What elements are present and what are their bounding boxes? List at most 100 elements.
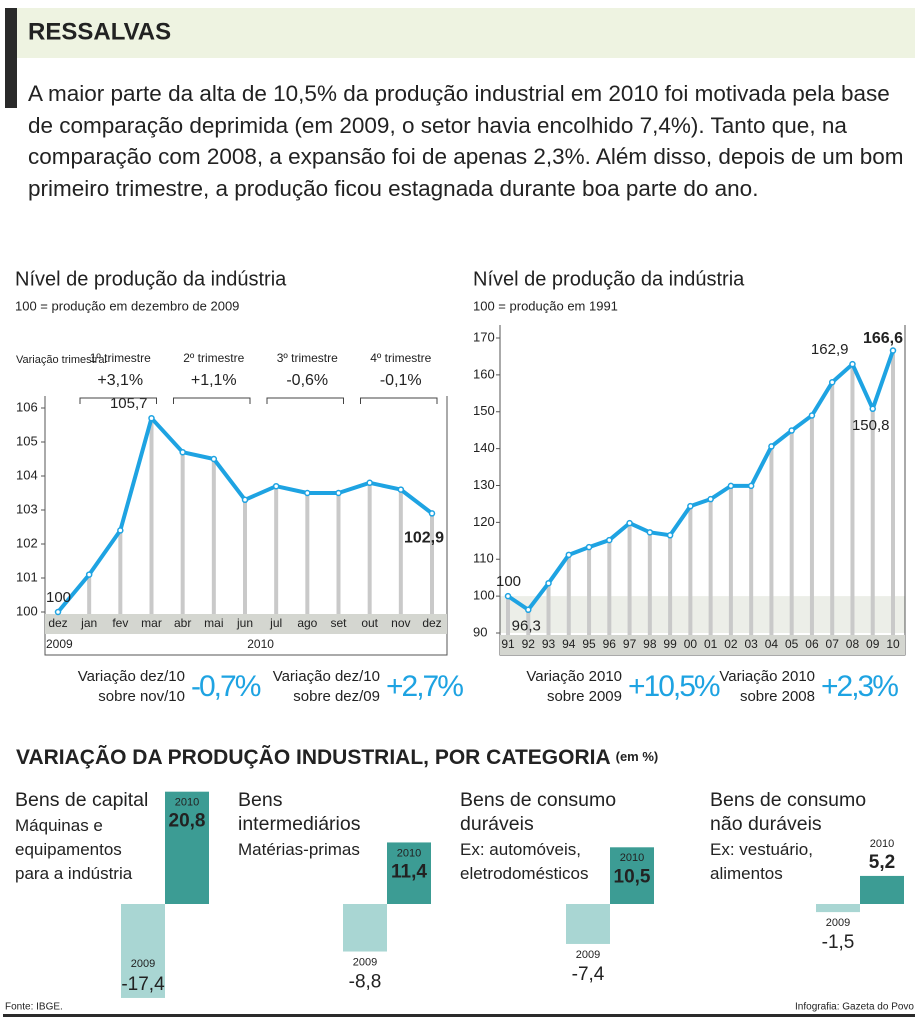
point bbox=[545, 579, 552, 587]
quarter-label: 2º trimestre bbox=[183, 351, 244, 365]
x-tick-label: abr bbox=[174, 616, 191, 630]
y-tick-label: 103 bbox=[16, 501, 38, 516]
quarter-label: 1º trimestre bbox=[90, 351, 151, 365]
header-accent bbox=[5, 8, 17, 108]
quarter-change: +1,1% bbox=[191, 372, 237, 389]
category-group: Bens de capital Máquinas e equipamentos p… bbox=[15, 788, 175, 886]
y-tick-label: 150 bbox=[473, 403, 495, 418]
category-name: Bens de consumo duráveis bbox=[460, 789, 617, 835]
x-tick-label: 03 bbox=[744, 637, 758, 651]
quarter-heading: Variação trimestral bbox=[16, 354, 107, 366]
series-name: 2009 bbox=[353, 956, 377, 968]
plot-frame bbox=[44, 396, 448, 656]
x-tick-label: fev bbox=[112, 616, 128, 630]
x-tick-label: 92 bbox=[522, 637, 536, 651]
category-description: Ex: automóveis, eletrodomésticos bbox=[460, 840, 589, 883]
bar bbox=[610, 847, 654, 904]
data-label: -8,8 bbox=[349, 972, 382, 993]
point bbox=[828, 379, 836, 386]
x-tick-label: 08 bbox=[846, 637, 860, 651]
comparison-label: sobre 2008 bbox=[740, 688, 815, 705]
x-tick-label: 10 bbox=[886, 637, 900, 651]
series-name: 2010 bbox=[397, 847, 421, 859]
category-name: Bens intermediários bbox=[238, 789, 361, 835]
source: Fonte: IBGE. bbox=[5, 1002, 63, 1013]
point bbox=[428, 510, 436, 517]
y-tick-label: 160 bbox=[473, 366, 495, 381]
quarter-change: -0,1% bbox=[380, 372, 422, 389]
data-label: 20,8 bbox=[169, 811, 206, 832]
series-name: 2010 bbox=[620, 852, 644, 864]
base-band bbox=[500, 596, 905, 633]
bar bbox=[343, 904, 387, 952]
series-name: 2009 bbox=[826, 917, 850, 929]
y-tick-label: 100 bbox=[473, 588, 495, 603]
y-tick-label: 102 bbox=[16, 535, 38, 550]
category-description: Ex: vestuário, alimentos bbox=[710, 840, 813, 883]
data-label: 10,5 bbox=[614, 866, 651, 887]
bar bbox=[860, 875, 904, 904]
x-tick-label: mai bbox=[204, 616, 223, 630]
x-tick-label: jul bbox=[269, 616, 282, 630]
data-label: 11,4 bbox=[391, 861, 427, 882]
category-band bbox=[500, 635, 905, 655]
x-tick-label: 01 bbox=[704, 637, 718, 651]
point bbox=[366, 479, 373, 487]
intro-text: A maior parte da alta de 10,5% da produç… bbox=[28, 81, 904, 201]
point bbox=[397, 486, 405, 493]
data-label: 150,8 bbox=[852, 417, 890, 434]
x-tick-label: 94 bbox=[562, 637, 576, 651]
data-label: -7,4 bbox=[572, 964, 605, 985]
quarter-bracket bbox=[79, 397, 157, 404]
point bbox=[687, 502, 694, 510]
y-tick-label: 101 bbox=[16, 569, 38, 584]
x-tick-label: jun bbox=[236, 616, 253, 630]
bar bbox=[816, 904, 860, 913]
x-tick-label: 97 bbox=[623, 637, 637, 651]
data-label: -1,5 bbox=[822, 932, 855, 953]
point bbox=[504, 592, 512, 600]
x-tick-label: nov bbox=[391, 616, 410, 630]
category-description: Máquinas e equipamentos para a indústria bbox=[15, 816, 133, 883]
data-label: 105,7 bbox=[110, 395, 148, 412]
x-tick-label: mar bbox=[141, 616, 162, 630]
point bbox=[585, 543, 593, 551]
series-name: 2009 bbox=[576, 949, 600, 961]
point bbox=[272, 482, 280, 490]
x-tick-label: 95 bbox=[582, 637, 596, 651]
category-group: Bens de consumo não duráveis Ex: vestuári… bbox=[710, 788, 870, 886]
x-tick-label: dez bbox=[422, 616, 441, 630]
data-label: 102,9 bbox=[404, 530, 444, 547]
series-name: 2010 bbox=[175, 797, 199, 809]
x-tick-label: 91 bbox=[501, 637, 515, 651]
point bbox=[849, 360, 856, 368]
point bbox=[117, 527, 124, 534]
point bbox=[525, 606, 532, 614]
point bbox=[335, 489, 342, 497]
y-tick-label: 105 bbox=[16, 433, 38, 448]
y-tick-label: 106 bbox=[16, 399, 38, 414]
x-tick-label: 02 bbox=[724, 637, 738, 651]
comparison-label: Variação dez/10 bbox=[273, 668, 380, 685]
y-tick-label: 130 bbox=[473, 477, 495, 492]
comparison-label: sobre nov/10 bbox=[98, 688, 185, 705]
bar bbox=[566, 904, 610, 944]
data-label: -17,4 bbox=[121, 974, 165, 995]
data-label: 166,6 bbox=[863, 330, 903, 347]
category-description: Matérias-primas bbox=[238, 840, 360, 859]
point bbox=[666, 532, 674, 539]
category-name: Bens de consumo não duráveis bbox=[710, 789, 867, 835]
point bbox=[788, 427, 795, 434]
point bbox=[565, 551, 573, 559]
bar bbox=[121, 904, 165, 998]
data-label: 100 bbox=[496, 573, 521, 590]
point bbox=[707, 495, 714, 503]
x-tick-label: 98 bbox=[643, 637, 657, 651]
data-label: 5,2 bbox=[869, 852, 895, 873]
comparison-change: -0,7% bbox=[191, 670, 261, 703]
x-tick-label: 04 bbox=[765, 637, 779, 651]
quarter-bracket bbox=[173, 397, 251, 404]
quarter-label: 3º trimestre bbox=[277, 351, 338, 365]
